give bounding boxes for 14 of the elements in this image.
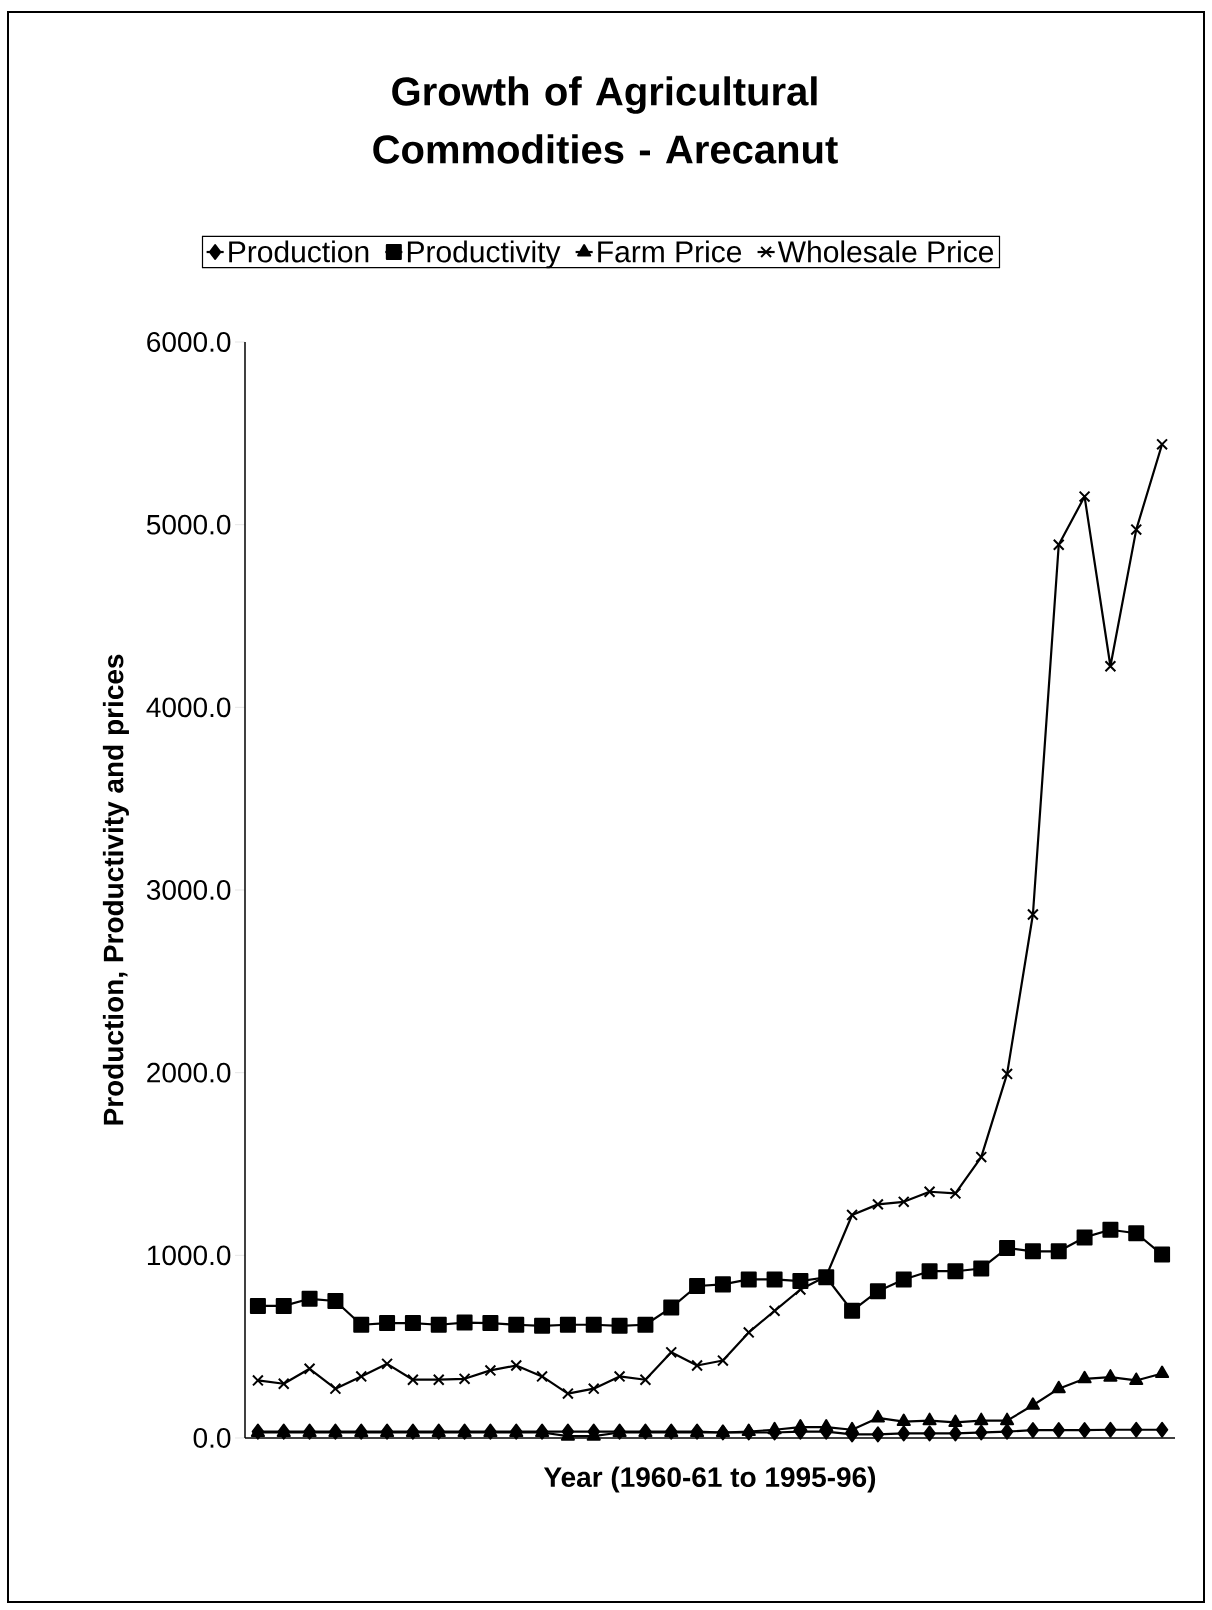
y-tick-label: 3000.0 [146,880,231,900]
chart-title: Growth of Agricultural Commodities - Arecanut [373,76,838,164]
legend-label: Farm Price [598,240,742,263]
y-axis-title: Production, Productivity and prices [102,654,129,1125]
y-tick-label: 6000.0 [147,332,231,352]
legend-label: Productivity [407,240,561,269]
y-tick-label: 2000.0 [147,1062,231,1083]
y-tick-label: 1000.0 [147,1245,231,1266]
legend-label: Wholesale Price [777,240,994,263]
y-tick-label: 4000.0 [146,697,231,718]
legend-label: Production [229,240,369,263]
y-tick-label: 5000.0 [146,514,231,535]
x-axis-title: Year (1960-61 to 1995-96) [543,1466,876,1493]
y-tick-label: 0.0 [193,1428,231,1448]
